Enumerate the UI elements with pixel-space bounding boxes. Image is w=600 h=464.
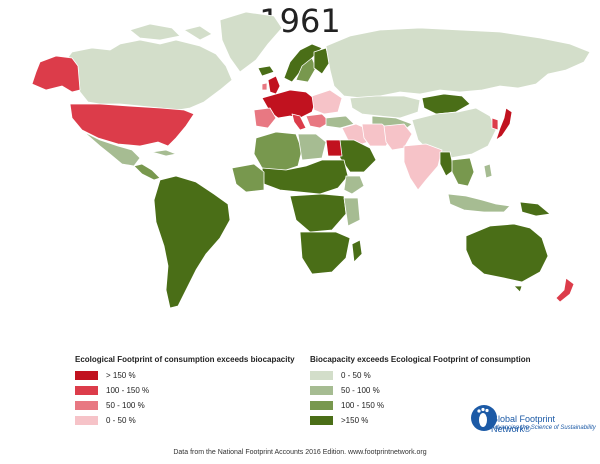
legend-item: 0 - 50 % bbox=[310, 368, 384, 383]
gfn-logo: Global Footprint Network® Advancing the … bbox=[470, 392, 596, 440]
region-horn bbox=[343, 175, 365, 195]
legend-reserve: 0 - 50 % 50 - 100 % 100 - 150 % >150 % bbox=[310, 368, 384, 428]
world-map bbox=[31, 11, 591, 309]
legend-label: > 150 % bbox=[106, 371, 136, 380]
region-canada-arctic bbox=[129, 23, 181, 41]
legend-label: 100 - 150 % bbox=[106, 386, 150, 395]
region-central-america bbox=[133, 163, 161, 181]
legend-swatch bbox=[310, 401, 333, 410]
region-uk bbox=[267, 75, 281, 95]
legend-swatch bbox=[75, 401, 98, 410]
region-southeast-asia bbox=[451, 157, 475, 187]
region-greenland bbox=[219, 11, 283, 73]
legend-item: 100 - 150 % bbox=[75, 383, 149, 398]
legend-item: >150 % bbox=[310, 413, 384, 428]
region-south-america bbox=[153, 175, 231, 309]
legend-label: 50 - 100 % bbox=[106, 401, 145, 410]
legend-swatch bbox=[75, 386, 98, 395]
region-balkans bbox=[305, 113, 331, 129]
source-note: Data from the National Footprint Account… bbox=[173, 449, 427, 456]
region-australia bbox=[465, 223, 549, 283]
region-madagascar bbox=[351, 239, 363, 263]
region-russia bbox=[325, 27, 591, 99]
legend-swatch bbox=[310, 371, 333, 380]
region-western-europe bbox=[261, 89, 317, 119]
region-west-africa bbox=[231, 163, 265, 193]
legend-swatch bbox=[75, 416, 98, 425]
region-iceland bbox=[257, 65, 275, 77]
region-libya bbox=[297, 133, 327, 161]
region-kazakhstan bbox=[349, 95, 421, 119]
region-iberia bbox=[253, 107, 277, 129]
logo-tagline: Advancing the Science of Sustainability bbox=[491, 425, 596, 431]
legend-item: 50 - 100 % bbox=[310, 383, 384, 398]
region-southern-africa bbox=[299, 231, 351, 275]
region-myanmar bbox=[439, 151, 455, 177]
region-usa bbox=[69, 103, 195, 147]
region-turkey bbox=[325, 115, 355, 129]
region-north-africa-west bbox=[253, 131, 303, 173]
legend-item: 0 - 50 % bbox=[75, 413, 149, 428]
region-mongolia bbox=[421, 93, 471, 115]
legend-label: >150 % bbox=[341, 416, 369, 425]
legend-label: 50 - 100 % bbox=[341, 386, 380, 395]
legend-deficit: > 150 % 100 - 150 % 50 - 100 % 0 - 50 % bbox=[75, 368, 149, 428]
region-india bbox=[403, 143, 443, 191]
region-canada bbox=[65, 39, 233, 111]
footprint-icon bbox=[471, 405, 497, 431]
legend-item: > 150 % bbox=[75, 368, 149, 383]
region-cuba bbox=[151, 149, 177, 157]
region-indonesia bbox=[447, 193, 511, 213]
region-tasmania bbox=[513, 285, 523, 293]
region-korea bbox=[491, 117, 499, 131]
legend-deficit-heading: Ecological Footprint of consumption exce… bbox=[75, 355, 295, 364]
region-alaska bbox=[31, 55, 81, 93]
region-new-guinea bbox=[519, 201, 551, 217]
legend-item: 100 - 150 % bbox=[310, 398, 384, 413]
region-norway bbox=[283, 43, 323, 83]
legend-label: 0 - 50 % bbox=[341, 371, 371, 380]
legend-swatch bbox=[310, 416, 333, 425]
logo-name: Global Footprint Network® bbox=[491, 414, 556, 434]
legend-reserve-heading: Biocapacity exceeds Ecological Footprint… bbox=[310, 355, 531, 364]
region-finland bbox=[313, 47, 331, 75]
region-sahel bbox=[261, 159, 349, 195]
legend-label: 0 - 50 % bbox=[106, 416, 136, 425]
region-philippines bbox=[483, 163, 493, 179]
legend-item: 50 - 100 % bbox=[75, 398, 149, 413]
region-mexico bbox=[83, 131, 141, 167]
legend-swatch bbox=[75, 371, 98, 380]
region-new-zealand bbox=[555, 277, 575, 303]
region-east-africa bbox=[343, 197, 361, 227]
region-egypt bbox=[325, 139, 343, 157]
legend-label: 100 - 150 % bbox=[341, 401, 385, 410]
region-central-africa bbox=[289, 193, 347, 233]
region-canada-arctic-2 bbox=[183, 25, 213, 41]
region-ireland bbox=[261, 82, 268, 91]
region-eastern-europe bbox=[311, 89, 343, 115]
region-japan bbox=[495, 107, 513, 141]
legend-swatch bbox=[310, 386, 333, 395]
region-italy bbox=[291, 113, 307, 131]
